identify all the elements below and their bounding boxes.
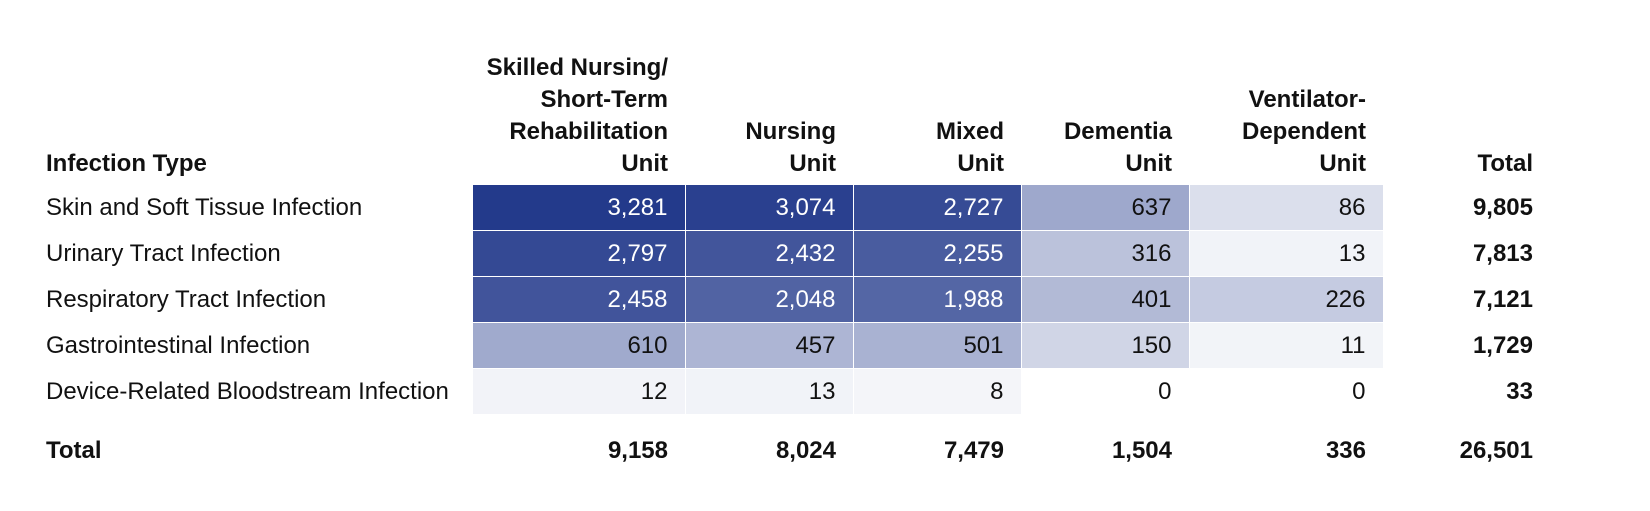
heat-cell: 2,458	[473, 276, 686, 323]
column-header-line: Nursing	[745, 118, 836, 145]
heat-cell: 316	[1021, 230, 1190, 277]
heat-cell: 2,727	[853, 185, 1022, 231]
heat-cell: 457	[685, 322, 854, 369]
column-header-line: Dependent	[1241, 118, 1366, 145]
heat-cell: 13	[685, 368, 854, 415]
column-header-total: Total	[1383, 52, 1538, 185]
table-row: Respiratory Tract Infection 2,458 2,048 1,9…	[38, 276, 1538, 323]
column-header-infection-type: Infection Type	[46, 150, 207, 177]
heat-cell: 401	[1021, 276, 1190, 323]
table-body: Skin and Soft Tissue Infection 3,281 3,074…	[38, 185, 1538, 473]
row-label: Gastrointestinal Infection	[46, 331, 311, 359]
heat-cell: 637	[1021, 185, 1190, 231]
heat-cell: 0	[1021, 368, 1190, 415]
heat-cell: 2,255	[853, 230, 1022, 277]
column-header-line: Unit	[1125, 150, 1172, 177]
heat-cell: 2,048	[685, 276, 854, 323]
heat-cell: 3,074	[685, 185, 854, 231]
column-header-line: Total	[1477, 150, 1533, 177]
heat-cell: 13	[1189, 230, 1384, 277]
column-header-3: Dementia Unit	[1021, 52, 1189, 185]
column-header-line: Unit	[1319, 150, 1366, 177]
column-header-line: Unit	[957, 150, 1004, 177]
column-total: 1,504	[1111, 437, 1172, 464]
row-total: 1,729	[1472, 331, 1533, 359]
table-row: Urinary Tract Infection 2,797 2,432 2,255 31…	[38, 230, 1538, 277]
column-header-0: Skilled Nursing/Short-Term Rehabilitation…	[473, 52, 685, 185]
row-total: 7,813	[1472, 239, 1533, 267]
heat-cell: 2,432	[685, 230, 854, 277]
row-label: Respiratory Tract Infection	[46, 285, 327, 313]
column-header-line: Skilled Nursing/	[486, 54, 668, 81]
grand-total: 26,501	[1459, 437, 1533, 464]
heat-cell: 8	[853, 368, 1022, 415]
column-header-line: Rehabilitation Unit	[509, 118, 668, 177]
column-header-line: Ventilator-	[1248, 86, 1366, 113]
infection-heatmap-table: Infection Type Skilled Nursing/Short-Ter…	[38, 52, 1538, 473]
total-row-label: Total	[46, 437, 102, 464]
table-row: Skin and Soft Tissue Infection 3,281 3,074…	[38, 185, 1538, 231]
table-row: Device-Related Bloodstream Infection 12 13…	[38, 368, 1538, 415]
column-header-4: Ventilator- Dependent Unit	[1189, 52, 1383, 185]
row-label: Skin and Soft Tissue Infection	[46, 193, 363, 221]
row-label: Device-Related Bloodstream Infection	[46, 377, 449, 405]
header-row: Infection Type Skilled Nursing/Short-Ter…	[38, 52, 1538, 185]
column-total: 336	[1325, 437, 1366, 464]
row-total: 33	[1506, 377, 1533, 405]
heat-cell: 3,281	[473, 185, 686, 231]
heat-cell: 150	[1021, 322, 1190, 369]
column-header-line: Mixed	[935, 118, 1004, 145]
row-label: Urinary Tract Infection	[46, 239, 281, 267]
column-header-line: Dementia	[1063, 118, 1172, 145]
column-total: 9,158	[607, 437, 668, 464]
column-total: 8,024	[775, 437, 836, 464]
heat-cell: 86	[1189, 185, 1384, 231]
column-total: 7,479	[943, 437, 1004, 464]
table-row: Gastrointestinal Infection 610 457 501 150 11…	[38, 322, 1538, 369]
heat-cell: 0	[1189, 368, 1384, 415]
column-header-1: Nursing Unit	[685, 52, 853, 185]
heat-cell: 12	[473, 368, 686, 415]
heat-cell: 501	[853, 322, 1022, 369]
heat-cell: 2,797	[473, 230, 686, 277]
heat-cell: 1,988	[853, 276, 1022, 323]
row-total: 9,805	[1472, 193, 1533, 221]
row-total: 7,121	[1472, 285, 1533, 313]
spacer-row	[38, 415, 1538, 430]
column-header-line: Unit	[789, 150, 836, 177]
total-row: Total 9,158 8,024 7,479 1,504 336 26,501	[38, 429, 1538, 473]
heat-cell: 610	[473, 322, 686, 369]
column-header-line: Short-Term	[540, 86, 668, 113]
heat-cell: 11	[1189, 322, 1384, 369]
column-header-2: Mixed Unit	[853, 52, 1021, 185]
heat-cell: 226	[1189, 276, 1384, 323]
